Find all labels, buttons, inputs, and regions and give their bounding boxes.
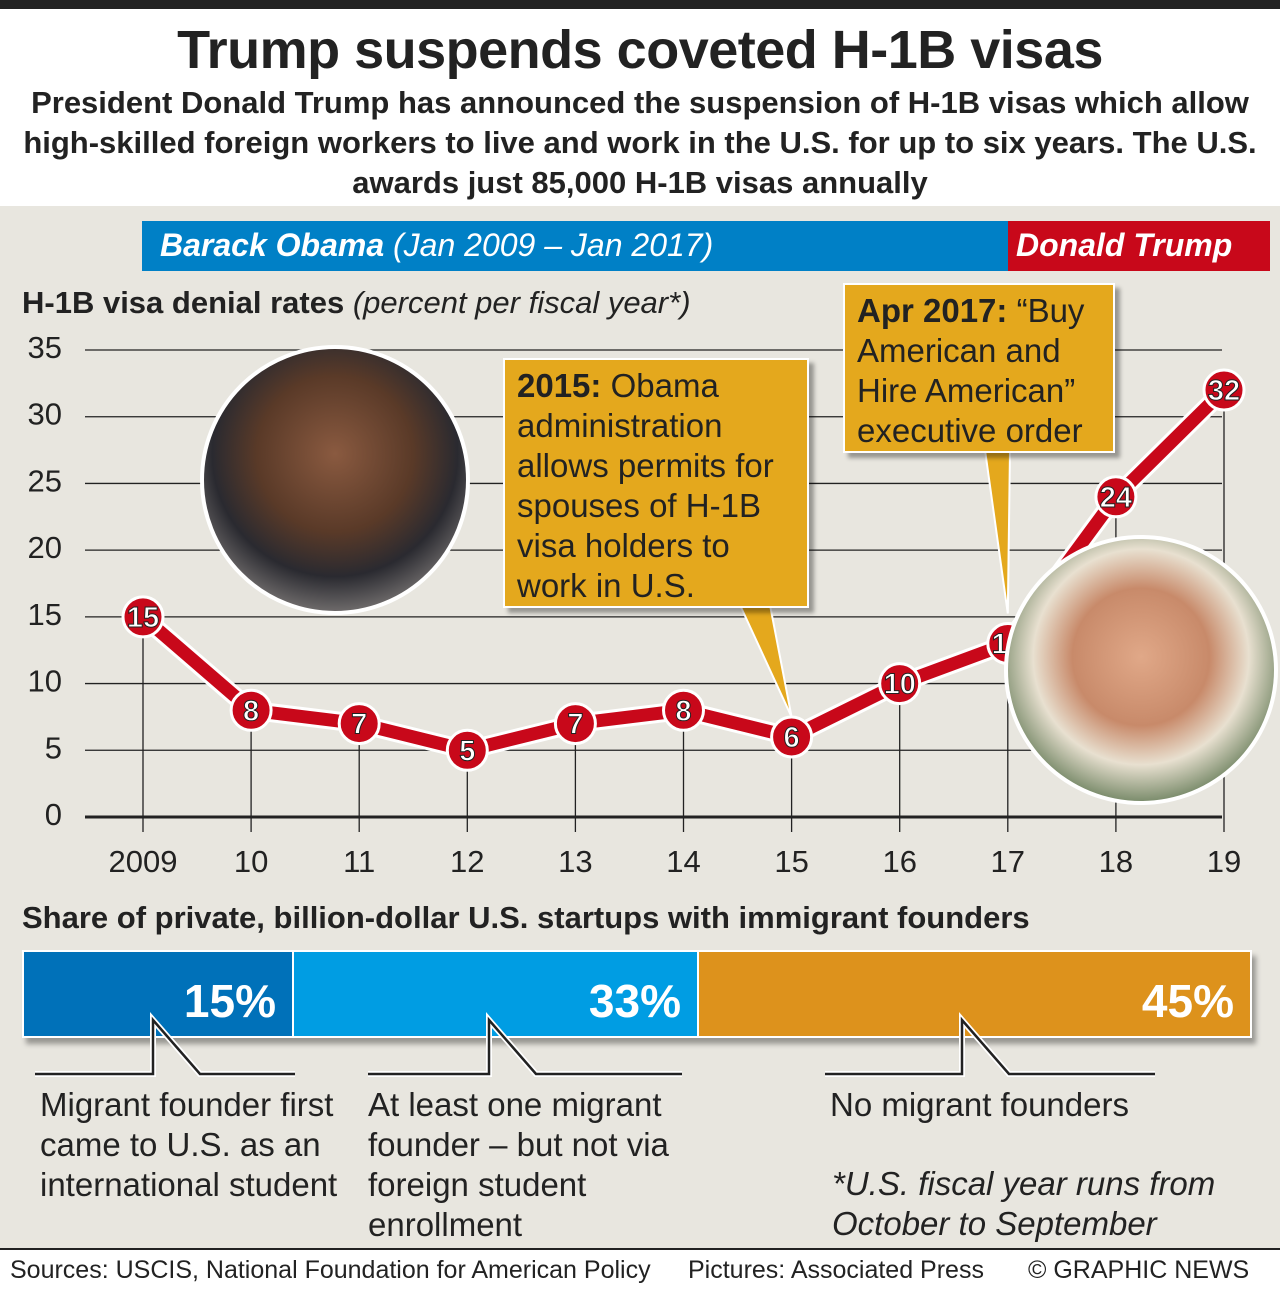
y-tick-label: 35 <box>28 330 62 365</box>
data-point <box>1094 475 1138 519</box>
x-tick-label: 13 <box>558 844 592 879</box>
chart-title: H-1B visa denial rates (percent per fisc… <box>22 285 691 320</box>
data-point <box>121 595 165 639</box>
x-tick-label: 11 <box>343 844 375 879</box>
desc-other-migrant: At least one migrant founder – but not v… <box>368 1086 669 1243</box>
footer: Sources: USCIS, National Foundation for … <box>0 1248 1280 1296</box>
data-point <box>770 715 814 759</box>
data-label: 5 <box>459 735 475 767</box>
page-subtitle: President Donald Trump has announced the… <box>23 85 1257 200</box>
page-title: Trump suspends coveted H-1B visas <box>177 20 1103 80</box>
y-tick-label: 25 <box>28 463 62 498</box>
obama-photo <box>200 345 470 615</box>
data-label: 6 <box>784 722 800 754</box>
data-point <box>337 702 381 746</box>
callout-2015: 2015: Obama administration allows permit… <box>503 358 809 608</box>
obama-dates: (Jan 2009 – Jan 2017) <box>393 227 714 263</box>
y-tick-label: 10 <box>28 664 62 699</box>
callout-2017: Apr 2017: “Buy American and Hire America… <box>843 283 1115 453</box>
x-tick-label: 19 <box>1207 844 1241 879</box>
startups-bar: 15% 33% 45% <box>22 950 1252 1038</box>
data-label: 15 <box>127 602 159 634</box>
fiscal-year-note: *U.S. fiscal year runs from October to S… <box>832 1165 1216 1242</box>
data-label: 8 <box>675 695 691 727</box>
data-point <box>553 702 597 746</box>
x-tick-label: 18 <box>1099 844 1133 879</box>
x-tick-label: 15 <box>774 844 808 879</box>
x-tick-label: 16 <box>882 844 916 879</box>
sources: Sources: USCIS, National Foundation for … <box>10 1256 651 1284</box>
x-tick-label: 14 <box>666 844 700 879</box>
trump-band: Donald Trump <box>1008 221 1270 271</box>
data-label: 10 <box>884 669 916 701</box>
callout-pointer-2015 <box>738 604 793 718</box>
y-tick-label: 20 <box>28 530 62 565</box>
x-tick-label: 12 <box>450 844 484 879</box>
y-tick-label: 15 <box>28 597 62 632</box>
segment-other-migrant: 33% <box>294 952 699 1036</box>
data-label: 7 <box>351 709 367 741</box>
pictures-credit: Pictures: Associated Press <box>688 1256 984 1284</box>
desc-student: Migrant founder first came to U.S. as an… <box>40 1086 338 1203</box>
line-chart: 0 5 10 15 20 25 30 35 2009 10 11 12 13 14 15 16 17 18 19 15… <box>28 330 1246 879</box>
data-point <box>229 688 273 732</box>
x-tick-label: 10 <box>234 844 268 879</box>
y-tick-label: 30 <box>28 397 62 432</box>
segment-student: 15% <box>24 952 294 1036</box>
data-label: 32 <box>1208 375 1240 407</box>
desc-no-migrant: No migrant founders <box>830 1086 1129 1123</box>
x-tick-label: 17 <box>991 844 1025 879</box>
data-point <box>1202 368 1246 412</box>
startups-title: Share of private, billion-dollar U.S. st… <box>22 900 1030 935</box>
data-label: 7 <box>567 709 583 741</box>
segment-no-migrant: 45% <box>699 952 1250 1036</box>
y-tick-label: 5 <box>45 730 62 765</box>
header: Trump suspends coveted H-1B visas Presid… <box>0 9 1280 206</box>
data-point <box>445 728 489 772</box>
obama-name: Barack Obama <box>160 227 385 263</box>
obama-band: Barack Obama (Jan 2009 – Jan 2017) <box>142 221 1008 271</box>
data-point <box>662 688 705 732</box>
data-label: 8 <box>243 695 259 727</box>
callout-pointer-2017 <box>983 449 1012 614</box>
top-bar <box>0 0 1280 9</box>
x-tick-label: 2009 <box>109 844 178 879</box>
data-label: 24 <box>1100 482 1132 514</box>
y-tick-label: 0 <box>45 797 62 832</box>
presidency-band: Barack Obama (Jan 2009 – Jan 2017) Donal… <box>142 221 1270 271</box>
trump-photo <box>1004 535 1278 805</box>
data-point <box>878 662 922 706</box>
copyright: © GRAPHIC NEWS <box>1028 1256 1250 1284</box>
